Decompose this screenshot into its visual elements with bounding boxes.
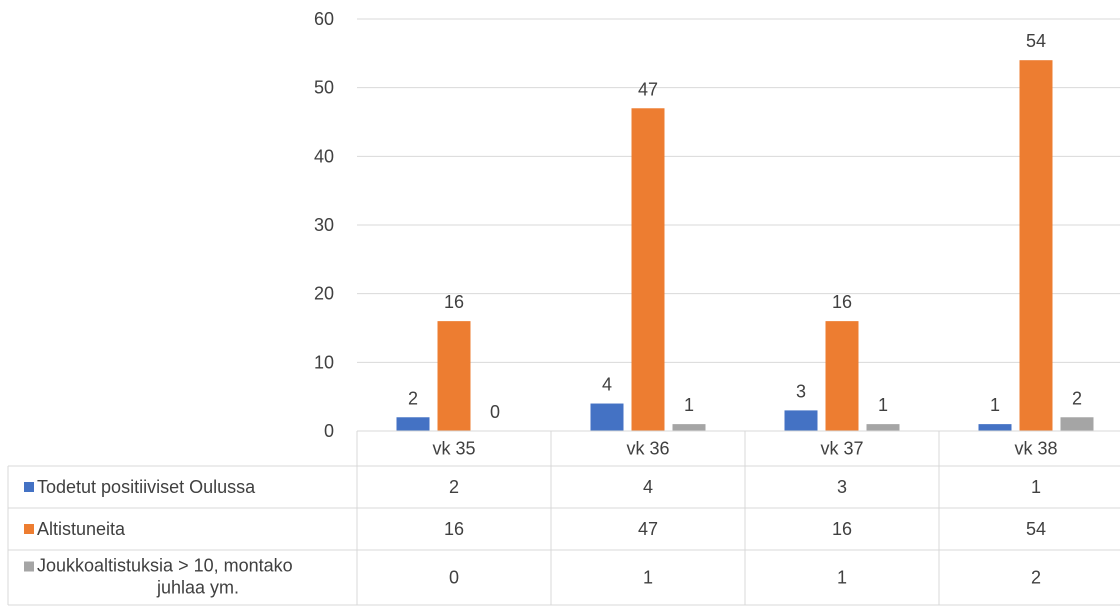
data-label: 54 — [1026, 31, 1046, 51]
category-label: vk 37 — [820, 439, 863, 459]
y-tick-label: 60 — [314, 9, 334, 29]
bar-1-vk-37 — [784, 410, 818, 431]
bar-2-vk-37 — [825, 321, 859, 431]
data-table: vk 35 vk 36 vk 37 vk 38 Todetut positiiviset… — [7, 430, 1120, 606]
table-row-3-value: 1 — [837, 568, 847, 588]
table-row-2-value: 16 — [444, 519, 464, 539]
table-row-3-value: 2 — [1031, 568, 1041, 588]
table-row-1-value: 2 — [449, 477, 459, 497]
legend-key — [24, 482, 34, 492]
table-row-1-value: 1 — [1031, 477, 1041, 497]
legend-key — [24, 524, 34, 534]
bar-1-vk-38 — [978, 424, 1012, 431]
data-label: 16 — [832, 292, 852, 312]
y-tick-label: 0 — [324, 421, 334, 441]
data-label: 1 — [990, 395, 1000, 415]
y-tick-label: 40 — [314, 146, 334, 166]
table-row-3-value: 1 — [643, 568, 653, 588]
bar-1-vk-36 — [590, 403, 624, 431]
category-label: vk 36 — [626, 439, 669, 459]
table-row-1-value: 4 — [643, 477, 653, 497]
bar-3-vk-38 — [1060, 417, 1094, 431]
bar-2-vk-35 — [437, 321, 471, 431]
data-label: 0 — [490, 402, 500, 422]
table-row-2-value: 54 — [1026, 519, 1046, 539]
data-label: 2 — [408, 388, 418, 408]
y-tick-label: 50 — [314, 78, 334, 98]
data-label: 4 — [602, 375, 612, 395]
legend-label: Altistuneita — [37, 519, 126, 539]
data-label: 16 — [444, 292, 464, 312]
category-label: vk 35 — [432, 439, 475, 459]
data-label: 2 — [1072, 388, 1082, 408]
y-tick-label: 30 — [314, 215, 334, 235]
legend-key — [24, 561, 34, 572]
table-row-3-value: 0 — [449, 568, 459, 588]
legend-label: Joukkoaltistuksia > 10, montako — [37, 556, 293, 576]
y-tick-label: 10 — [314, 352, 334, 372]
bar-3-vk-37 — [866, 424, 900, 431]
gridlines — [357, 18, 1120, 363]
y-tick-label: 20 — [314, 284, 334, 304]
bars — [396, 60, 1094, 432]
bar-3-vk-36 — [672, 424, 706, 431]
y-axis: 0 10 20 30 40 50 60 — [314, 9, 334, 441]
bar-2-vk-38 — [1019, 60, 1053, 431]
category-label: vk 38 — [1014, 439, 1057, 459]
data-label: 47 — [638, 79, 658, 99]
data-label: 1 — [878, 395, 888, 415]
table-row-2-value: 16 — [832, 519, 852, 539]
bar-1-vk-35 — [396, 417, 430, 431]
table-row-2-value: 47 — [638, 519, 658, 539]
bar-2-vk-36 — [631, 108, 665, 432]
data-labels: 2 16 0 4 47 1 3 16 1 1 54 2 — [408, 31, 1082, 422]
data-label: 1 — [684, 395, 694, 415]
table-row-1-value: 3 — [837, 477, 847, 497]
data-label: 3 — [796, 381, 806, 401]
legend-label: Todetut positiiviset Oulussa — [37, 477, 256, 497]
legend-label: juhlaa ym. — [156, 578, 239, 598]
